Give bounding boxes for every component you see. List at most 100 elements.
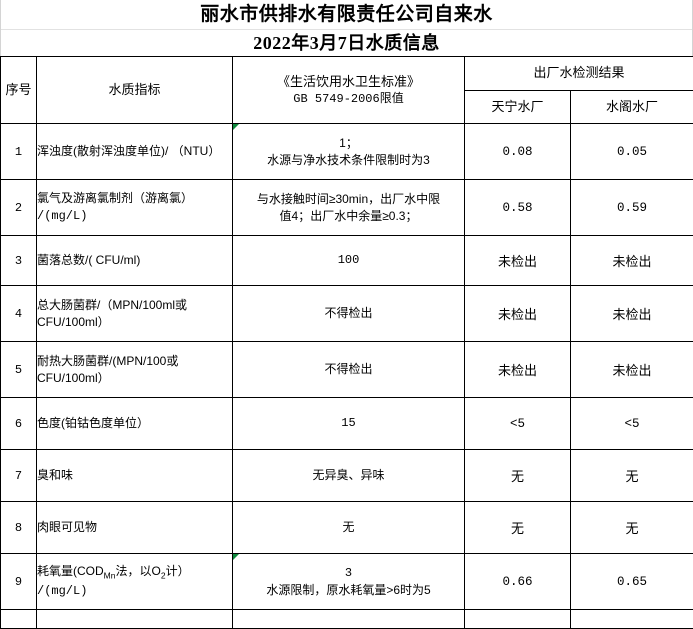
row-standard-line1: 无 — [233, 519, 464, 535]
row-index: 6 — [1, 398, 37, 450]
row-standard: 3 水源限制，原水耗氧量>6时为5 — [233, 554, 465, 610]
row-indicator: 耗氧量(CODMn法，以O2计） /(mg/L) — [37, 554, 233, 610]
row-standard: 无异臭、异味 — [233, 450, 465, 502]
row-indicator-line1: 总大肠菌群/（MPN/100ml或 — [37, 298, 187, 312]
row-standard-line2: 值4；出厂水中余量≥0.3； — [233, 208, 464, 224]
row-index: 1 — [1, 124, 37, 180]
row-value-tianning: 未检出 — [465, 342, 571, 398]
spreadsheet-view: 丽水市供排水有限责任公司自来水 2022年3月7日水质信息 序号 水质指标 《生… — [0, 0, 693, 605]
header-index: 序号 — [1, 57, 37, 124]
row-indicator-line1: 耐热大肠菌群/(MPN/100或 — [37, 354, 178, 368]
report-title-line1: 丽水市供排水有限责任公司自来水 — [1, 0, 692, 30]
table-row: 8 肉眼可见物 无 无 无 — [1, 502, 693, 554]
header-standard: 《生活饮用水卫生标准》 GB 5749-2006限值 — [233, 57, 465, 124]
row-standard: 与水接触时间≥30min，出厂水中限 值4；出厂水中余量≥0.3； — [233, 180, 465, 236]
row-value-tianning — [465, 610, 571, 629]
table-row: 9 耗氧量(CODMn法，以O2计） /(mg/L) 3 水源限制，原水耗氧量>… — [1, 554, 693, 610]
row-standard-line2: 水源与净水技术条件限制时为3 — [233, 152, 464, 168]
row-value-shuige: 0.65 — [571, 554, 693, 610]
row-index: 5 — [1, 342, 37, 398]
water-quality-table: 序号 水质指标 《生活饮用水卫生标准》 GB 5749-2006限值 出厂水检测… — [0, 56, 693, 629]
row-standard-line1: 无异臭、异味 — [233, 467, 464, 483]
row-standard-line1: 不得检出 — [233, 361, 464, 377]
row-value-shuige: 无 — [571, 502, 693, 554]
table-row: 1 浑浊度(散射浑浊度单位)/ （NTU） 1； 水源与净水技术条件限制时为3 … — [1, 124, 693, 180]
row-indicator: 臭和味 — [37, 450, 233, 502]
row-value-shuige: 未检出 — [571, 342, 693, 398]
row-indicator-line2: CFU/100ml） — [37, 371, 110, 385]
header-standard-line2: GB 5749-2006限值 — [233, 91, 464, 107]
row-value-tianning: 未检出 — [465, 286, 571, 342]
row-standard-line2: 水源限制，原水耗氧量>6时为5 — [233, 582, 464, 598]
row-indicator-line1: 浑浊度(散射浑浊度单位)/ — [37, 144, 168, 158]
row-standard-line1: 15 — [233, 415, 464, 431]
row-indicator-line1: 菌落总数/( CFU/ml) — [37, 253, 140, 267]
row-index: 8 — [1, 502, 37, 554]
table-row: 6 色度(铂钴色度单位） 15 <5 <5 — [1, 398, 693, 450]
row-index: 4 — [1, 286, 37, 342]
row-indicator: 耐热大肠菌群/(MPN/100或 CFU/100ml） — [37, 342, 233, 398]
row-indicator-line2: /(mg/L) — [37, 209, 87, 223]
row-value-tianning: 无 — [465, 502, 571, 554]
row-standard-line1: 与水接触时间≥30min，出厂水中限 — [233, 191, 464, 207]
title-block: 丽水市供排水有限责任公司自来水 2022年3月7日水质信息 — [0, 0, 693, 56]
row-indicator-line1: 耗氧量(CODMn法，以O2计） — [37, 564, 190, 578]
table-row: 3 菌落总数/( CFU/ml) 100 未检出 未检出 — [1, 236, 693, 286]
row-indicator: 菌落总数/( CFU/ml) — [37, 236, 233, 286]
row-value-shuige — [571, 610, 693, 629]
row-indicator: 浑浊度(散射浑浊度单位)/ （NTU） — [37, 124, 233, 180]
row-value-tianning: 0.58 — [465, 180, 571, 236]
row-value-tianning: 0.66 — [465, 554, 571, 610]
row-standard: 1； 水源与净水技术条件限制时为3 — [233, 124, 465, 180]
table-row: 2 氯气及游离氯制剂（游离氯） /(mg/L) 与水接触时间≥30min，出厂水… — [1, 180, 693, 236]
row-value-shuige: 未检出 — [571, 236, 693, 286]
row-index — [1, 610, 37, 629]
row-index: 3 — [1, 236, 37, 286]
row-standard-line1: 3 — [233, 565, 464, 581]
table-row: 5 耐热大肠菌群/(MPN/100或 CFU/100ml） 不得检出 未检出 未… — [1, 342, 693, 398]
row-value-shuige: 0.05 — [571, 124, 693, 180]
row-indicator-line1: 臭和味 — [37, 468, 73, 482]
row-indicator-line2: （NTU） — [172, 144, 221, 158]
row-indicator: 色度(铂钴色度单位） — [37, 398, 233, 450]
row-index: 9 — [1, 554, 37, 610]
table-row: 7 臭和味 无异臭、异味 无 无 — [1, 450, 693, 502]
header-indicator: 水质指标 — [37, 57, 233, 124]
header-plant-shuige: 水阁水厂 — [571, 90, 693, 124]
table-header: 序号 水质指标 《生活饮用水卫生标准》 GB 5749-2006限值 出厂水检测… — [1, 57, 693, 124]
row-standard: 不得检出 — [233, 286, 465, 342]
row-value-shuige: 未检出 — [571, 286, 693, 342]
row-indicator-line2: /(mg/L) — [37, 584, 87, 598]
row-standard-line1: 1； — [233, 135, 464, 151]
row-value-tianning: 无 — [465, 450, 571, 502]
row-value-tianning: 未检出 — [465, 236, 571, 286]
row-standard: 100 — [233, 236, 465, 286]
header-results-group: 出厂水检测结果 — [465, 57, 693, 91]
row-index: 2 — [1, 180, 37, 236]
row-value-shuige: 无 — [571, 450, 693, 502]
row-value-shuige: 0.59 — [571, 180, 693, 236]
row-indicator: 氯气及游离氯制剂（游离氯） /(mg/L) — [37, 180, 233, 236]
row-indicator: 肉眼可见物 — [37, 502, 233, 554]
row-index: 7 — [1, 450, 37, 502]
table-row: 4 总大肠菌群/（MPN/100ml或 CFU/100ml） 不得检出 未检出 … — [1, 286, 693, 342]
row-value-shuige: <5 — [571, 398, 693, 450]
row-standard — [233, 610, 465, 629]
row-indicator-line2: CFU/100ml） — [37, 315, 110, 329]
row-indicator-line1: 氯气及游离氯制剂（游离氯） — [37, 191, 193, 205]
row-standard-line1: 不得检出 — [233, 305, 464, 321]
header-row-1: 序号 水质指标 《生活饮用水卫生标准》 GB 5749-2006限值 出厂水检测… — [1, 57, 693, 91]
row-standard: 无 — [233, 502, 465, 554]
header-standard-line1: 《生活饮用水卫生标准》 — [233, 73, 464, 91]
row-value-tianning: <5 — [465, 398, 571, 450]
row-standard: 15 — [233, 398, 465, 450]
row-standard-line1: 100 — [233, 252, 464, 268]
row-indicator-line1: 色度(铂钴色度单位） — [37, 416, 149, 430]
report-title-line2: 2022年3月7日水质信息 — [1, 30, 692, 56]
row-indicator-line1: 肉眼可见物 — [37, 520, 97, 534]
row-value-tianning: 0.08 — [465, 124, 571, 180]
table-row-truncated — [1, 610, 693, 629]
row-standard: 不得检出 — [233, 342, 465, 398]
table-body: 1 浑浊度(散射浑浊度单位)/ （NTU） 1； 水源与净水技术条件限制时为3 … — [1, 124, 693, 629]
header-plant-tianning: 天宁水厂 — [465, 90, 571, 124]
